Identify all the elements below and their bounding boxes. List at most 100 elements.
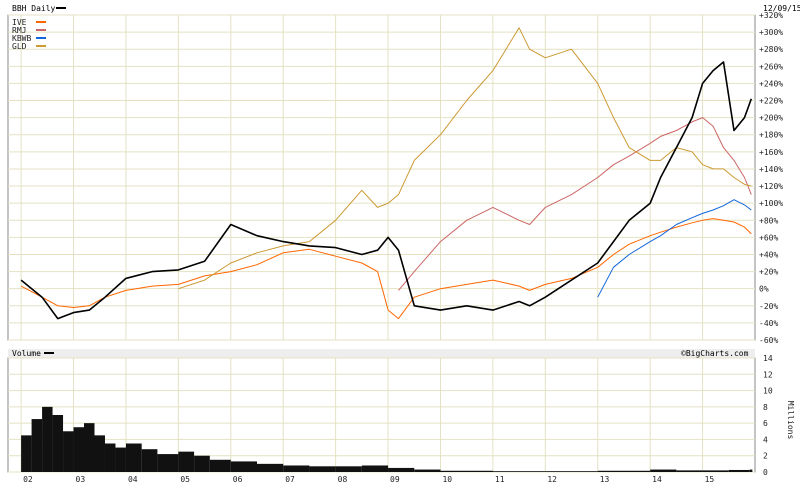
price-y-axis: +320% +300% +280% +260% +240% +220% +200% +180%… — [759, 11, 783, 345]
volume-bar — [21, 435, 32, 472]
volume-bar — [492, 471, 546, 472]
chart-credit: ©BigCharts.com — [681, 349, 749, 358]
legend-swatch-kbwb — [36, 37, 46, 39]
volume-bar — [335, 466, 362, 472]
y-tick-label: +260% — [759, 62, 783, 71]
volume-y-tick-label: 0 — [763, 468, 768, 477]
series-line-gld — [178, 27, 752, 290]
volume-y-tick-label: 10 — [763, 387, 773, 396]
x-tick-label: 05 — [180, 475, 190, 484]
x-tick-label: 07 — [285, 475, 295, 484]
price-series — [20, 27, 753, 320]
volume-y-tick-label: 14 — [763, 354, 773, 363]
volume-panel: Volume ©BigCharts.com 14 12 10 8 6 4 2 0 Millio… — [7, 349, 795, 477]
chart-title: BBH Daily — [12, 4, 56, 13]
volume-y-tick-label: 8 — [763, 403, 768, 412]
title-series-swatch — [56, 7, 66, 9]
volume-bar — [361, 465, 389, 472]
y-tick-label: +220% — [759, 97, 783, 106]
x-tick-label: 14 — [652, 475, 662, 484]
legend-label-kbwb: KBWB — [12, 34, 31, 43]
price-panel — [7, 14, 756, 341]
volume-bar — [702, 470, 729, 472]
volume-bar — [157, 454, 179, 472]
x-tick-label: 02 — [23, 475, 33, 484]
legend-swatch-gld — [36, 45, 46, 47]
y-tick-label: 0% — [759, 285, 769, 294]
y-tick-label: +240% — [759, 79, 783, 88]
price-grid — [8, 14, 755, 341]
legend-label-ive: IVE — [12, 18, 27, 27]
volume-bar — [230, 461, 257, 472]
volume-bar — [125, 443, 142, 472]
y-tick-label: +300% — [759, 28, 783, 37]
y-tick-label: +140% — [759, 165, 783, 174]
y-tick-label: +80% — [759, 216, 778, 225]
volume-bar — [309, 466, 336, 472]
series-line-bbh — [20, 61, 753, 320]
volume-title: Volume — [12, 349, 41, 358]
volume-bar — [440, 470, 493, 472]
volume-bar — [178, 451, 195, 472]
volume-bar — [209, 459, 231, 472]
volume-bar — [42, 406, 53, 472]
x-tick-label: 15 — [705, 475, 715, 484]
legend-swatch-rmj — [36, 29, 46, 31]
volume-bar — [597, 470, 651, 472]
volume-bar — [84, 423, 95, 472]
volume-bar — [728, 469, 750, 472]
volume-bar — [194, 455, 210, 472]
volume-y-tick-label: 2 — [763, 452, 768, 461]
volume-bar — [73, 427, 85, 472]
volume-header-band — [8, 349, 755, 358]
series-line-rmj — [398, 117, 752, 291]
volume-bar — [94, 435, 105, 472]
y-tick-label: +60% — [759, 233, 778, 242]
x-tick-label: 13 — [600, 475, 610, 484]
y-tick-label: -40% — [759, 319, 778, 328]
volume-title-swatch — [44, 352, 54, 354]
volume-bar — [414, 469, 441, 472]
volume-bar — [283, 465, 310, 472]
x-tick-label: 10 — [442, 475, 452, 484]
price-panel-background — [7, 14, 756, 341]
y-tick-label: -60% — [759, 336, 778, 345]
y-tick-label: +280% — [759, 45, 783, 54]
volume-bar — [104, 443, 116, 472]
x-tick-label: 08 — [338, 475, 348, 484]
legend-swatch-ive — [36, 21, 46, 23]
legend-label-gld: GLD — [12, 42, 27, 51]
volume-bar — [650, 469, 677, 472]
x-tick-label: 06 — [233, 475, 243, 484]
x-tick-label: 12 — [547, 475, 557, 484]
y-tick-label: +40% — [759, 250, 778, 259]
x-axis: 02 03 04 05 06 07 08 09 10 11 12 13 14 15 — [23, 475, 714, 484]
volume-y-axis-title: Millions — [786, 401, 795, 440]
volume-y-tick-label: 4 — [763, 435, 768, 444]
volume-bar — [676, 470, 703, 472]
volume-bar — [141, 449, 158, 472]
volume-bar — [115, 447, 126, 472]
y-tick-label: +180% — [759, 131, 783, 140]
y-tick-label: +160% — [759, 148, 783, 157]
series-line-ive — [20, 218, 752, 320]
x-tick-label: 11 — [495, 475, 505, 484]
x-tick-label: 03 — [76, 475, 86, 484]
y-tick-label: +100% — [759, 199, 783, 208]
x-tick-label: 04 — [128, 475, 138, 484]
volume-y-tick-label: 6 — [763, 419, 768, 428]
legend-label-rmj: RMJ — [12, 26, 26, 35]
volume-bar — [388, 467, 415, 472]
volume-bars — [21, 406, 753, 472]
volume-bar — [545, 471, 598, 472]
volume-bar — [52, 415, 64, 472]
volume-y-axis: 14 12 10 8 6 4 2 0 — [763, 354, 773, 477]
volume-bar — [31, 419, 43, 472]
y-tick-label: +200% — [759, 114, 783, 123]
series-line-kbwb — [597, 199, 752, 298]
volume-bar — [257, 463, 284, 472]
y-tick-label: -20% — [759, 302, 778, 311]
